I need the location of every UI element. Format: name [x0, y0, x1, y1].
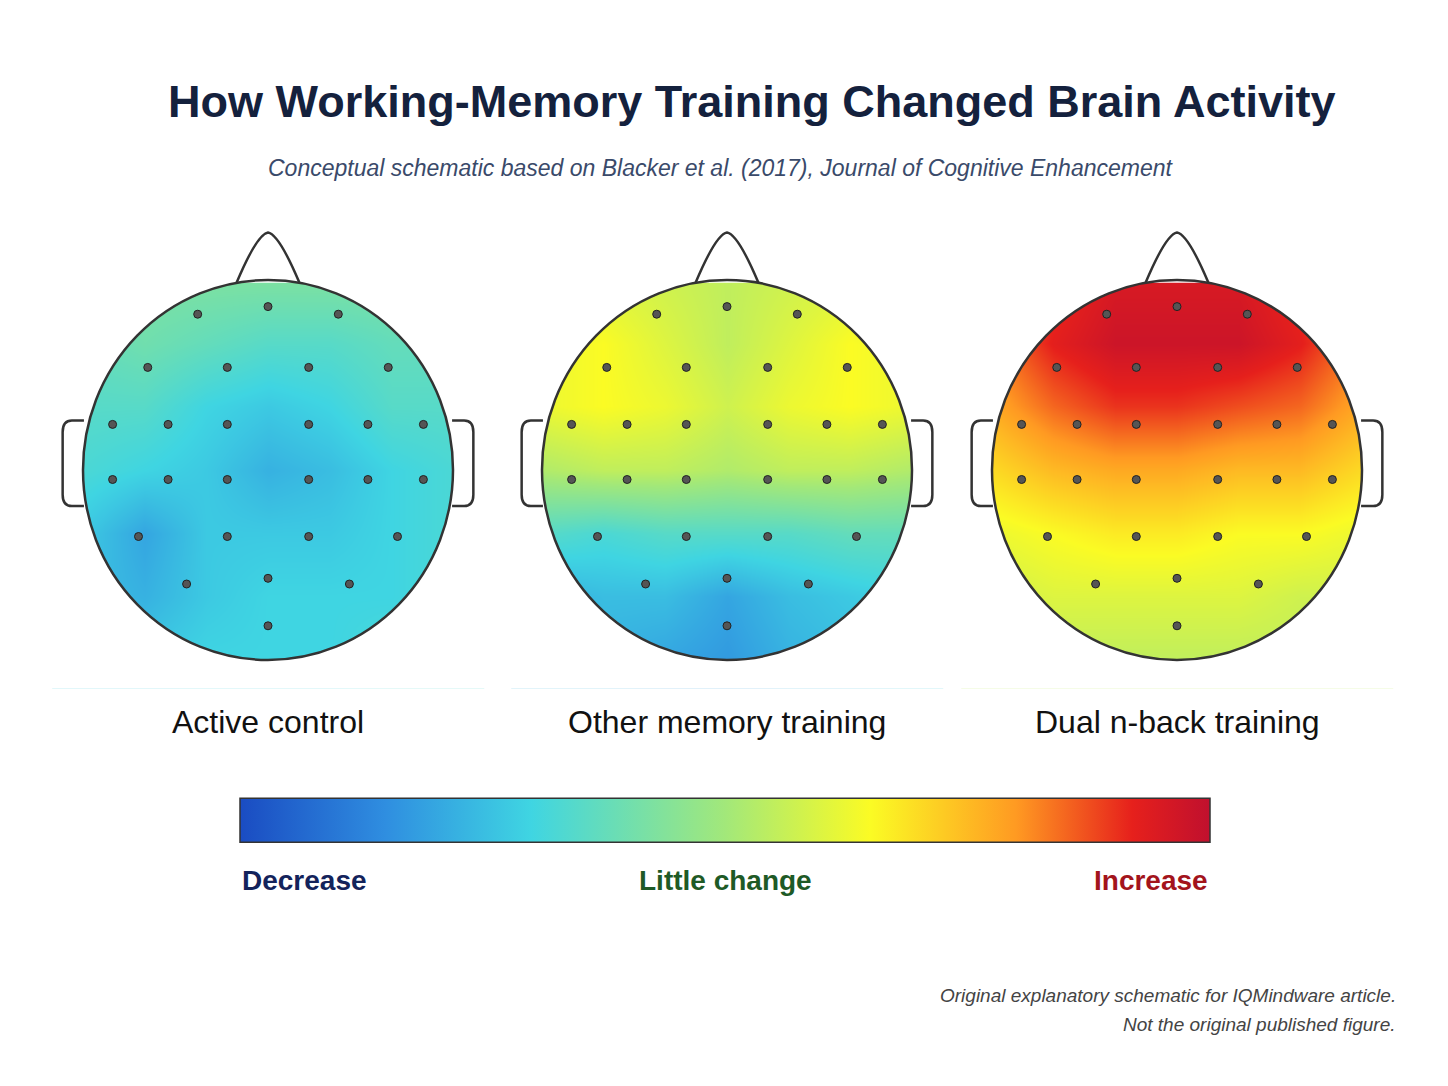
svg-text:Conceptual schematic based on: Conceptual schematic based on Blacker et… — [268, 155, 1174, 181]
svg-text:Original explanatory schematic: Original explanatory schematic for IQMin… — [940, 985, 1396, 1006]
svg-text:How Working-Memory Training Ch: How Working-Memory Training Changed Brai… — [168, 76, 1336, 127]
svg-text:Active control: Active control — [172, 704, 364, 740]
svg-text:Not the original published fig: Not the original published figure. — [1123, 1014, 1396, 1035]
svg-text:Increase: Increase — [1094, 865, 1208, 896]
svg-text:Little change: Little change — [639, 865, 812, 896]
svg-text:Other memory training: Other memory training — [568, 704, 886, 740]
svg-text:Decrease: Decrease — [242, 865, 367, 896]
svg-text:Dual n-back training: Dual n-back training — [1035, 704, 1320, 740]
